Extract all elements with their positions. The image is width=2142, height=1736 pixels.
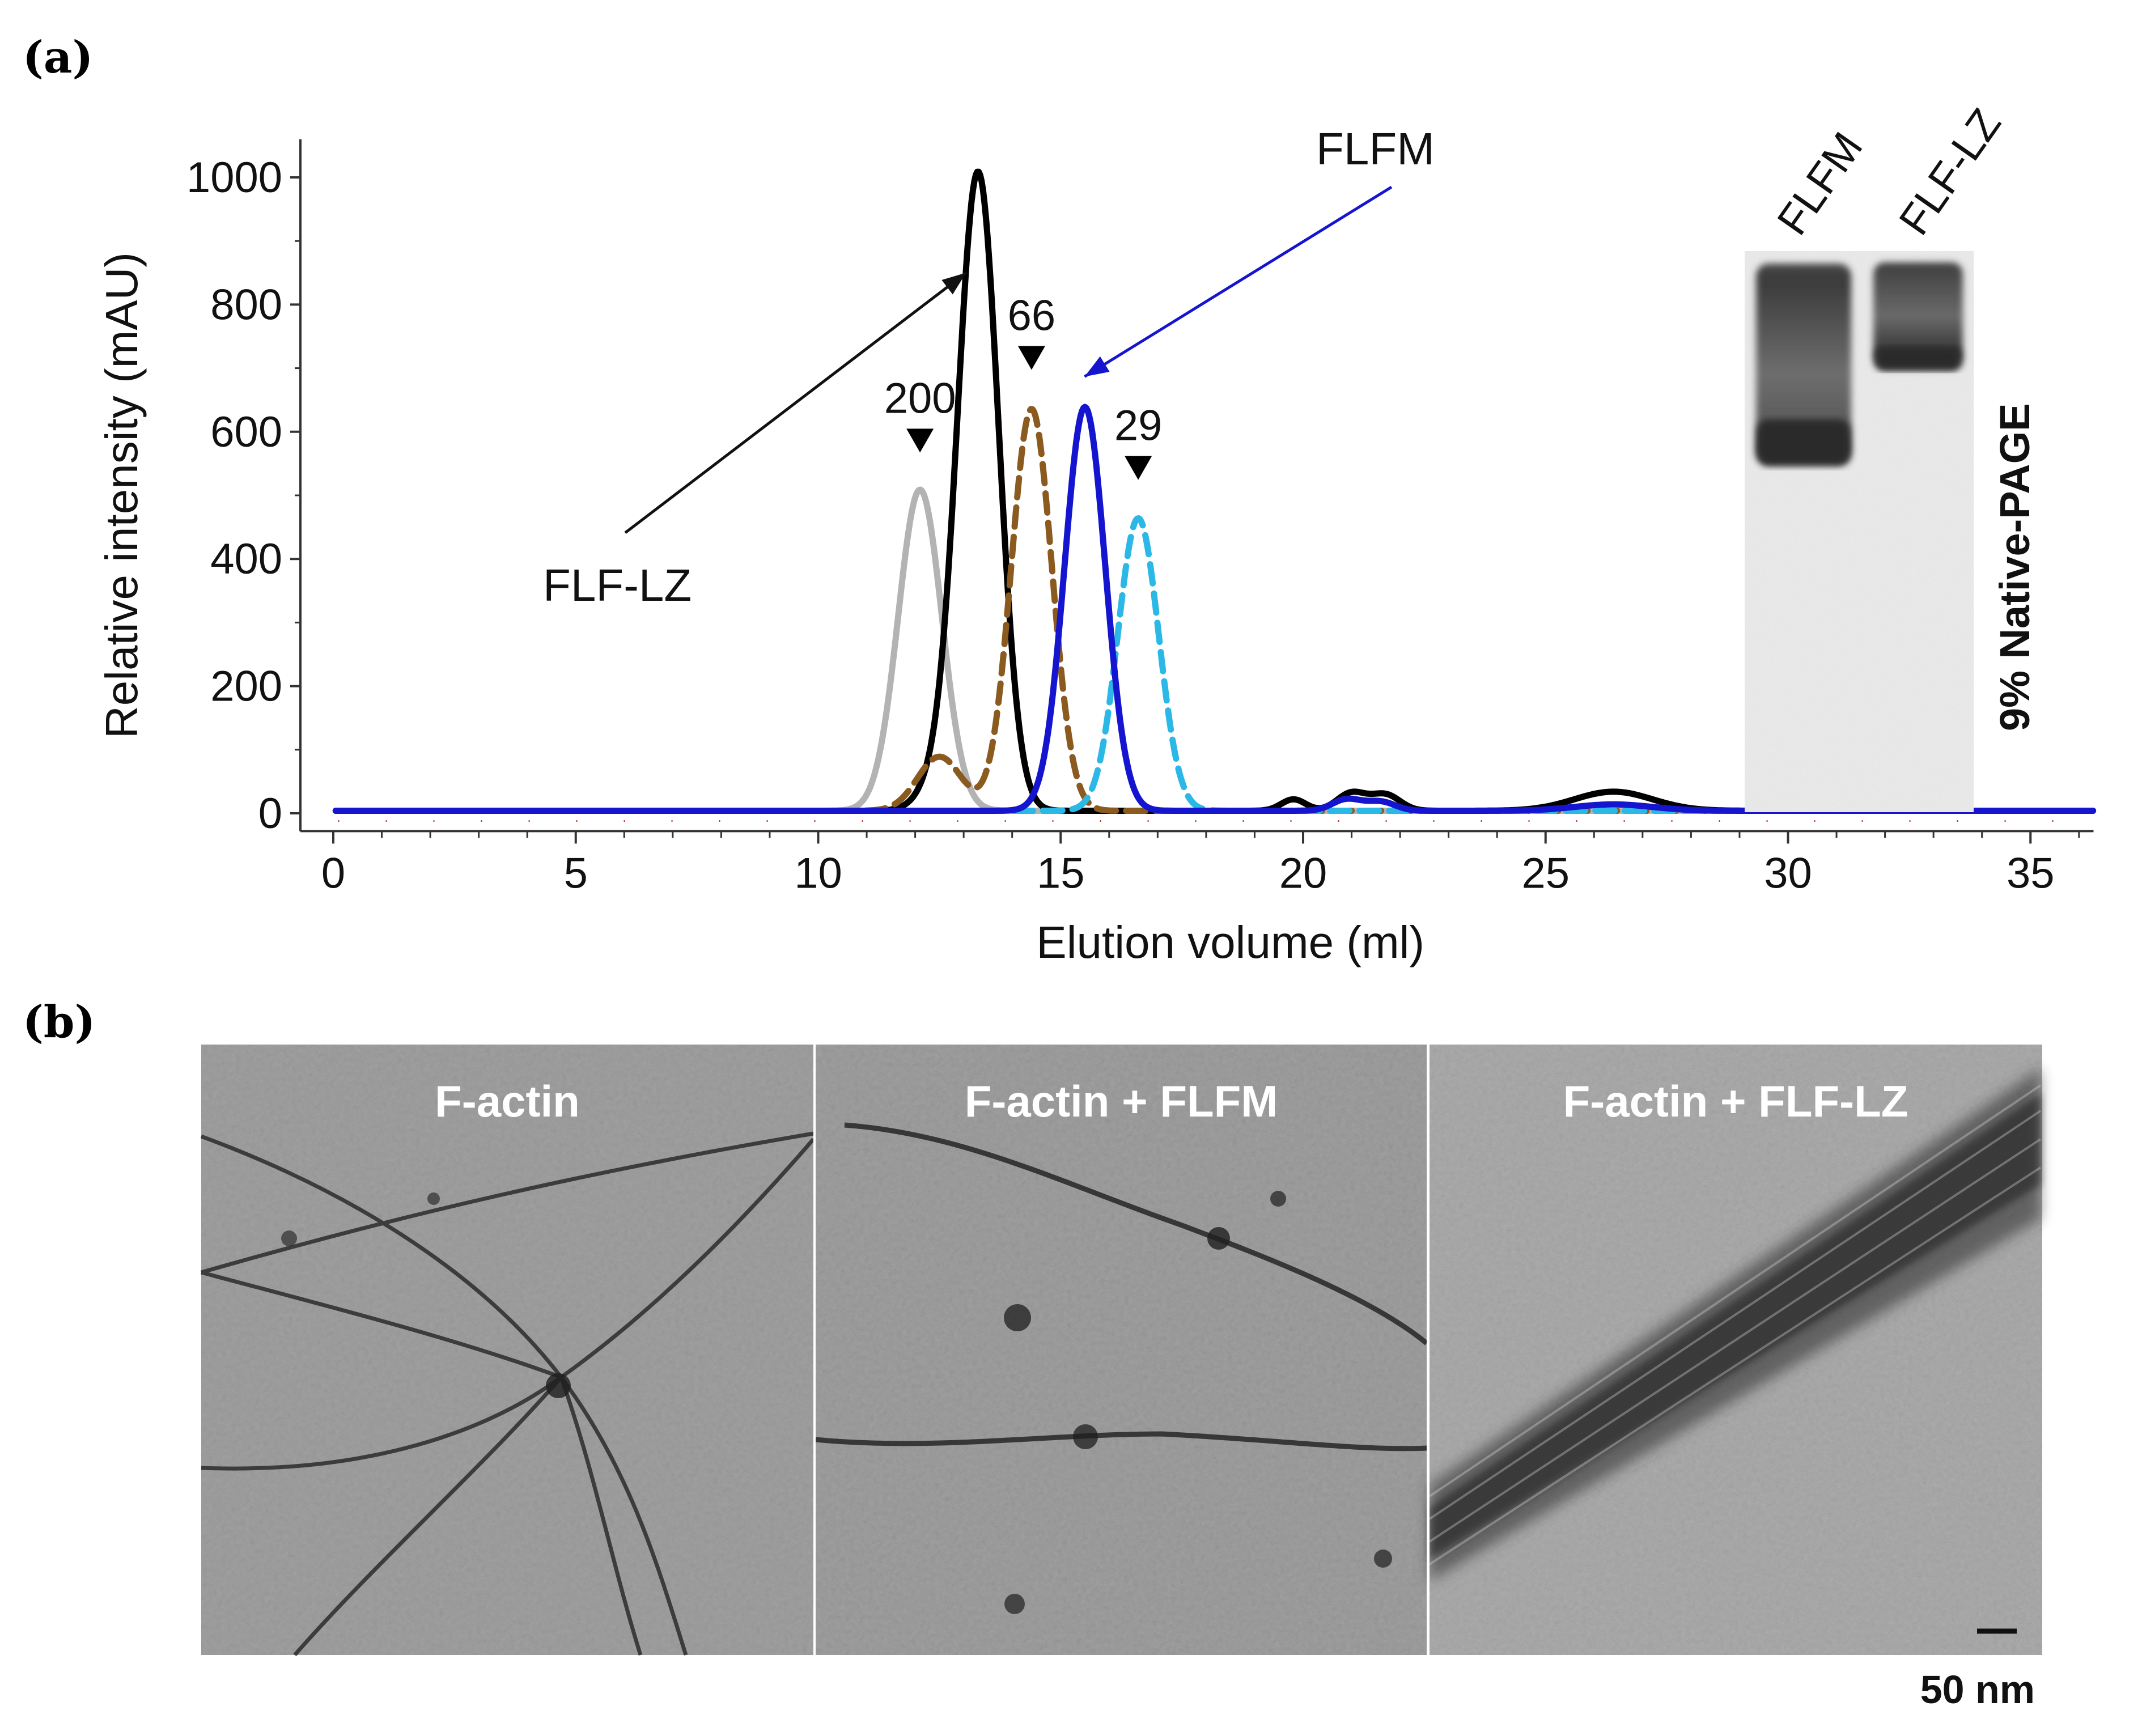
protein-particle (427, 1192, 440, 1205)
flfm-arrow-line (1084, 185, 1393, 378)
chart-markers: 200 66 29 (884, 292, 1163, 480)
flf-lz-arrow-head (941, 273, 966, 295)
protein-particle (1207, 1227, 1230, 1250)
mw-marker-triangle (1125, 456, 1152, 480)
gel-lane-label-flf-lz: FLF-LZ (1890, 100, 2010, 244)
annotation-flf-lz: FLF-LZ (543, 560, 692, 610)
tem-image-f-actin-flf-lz: F-actin + FLF-LZ (1428, 1045, 2042, 1655)
tem-title-f-actin: F-actin (435, 1076, 580, 1126)
tem-title-f-actin-flf-lz: F-actin + FLF-LZ (1563, 1076, 1908, 1126)
mw-marker-triangle (1017, 346, 1045, 370)
y-axis-title: Relative intensity (mAU) (96, 252, 147, 738)
protein-particle (1004, 1304, 1031, 1331)
flfm-arrow-head (1084, 356, 1110, 377)
protein-particle (1270, 1191, 1286, 1207)
protein-particle (1004, 1594, 1025, 1614)
y-tick-label: 1000 (186, 154, 282, 202)
protein-particle (546, 1373, 571, 1398)
protein-particle (1073, 1424, 1098, 1449)
y-tick-label: 800 (210, 281, 282, 329)
x-tick-label: 35 (2007, 849, 2055, 897)
panel-a-label: (a) (23, 32, 93, 83)
gel-lane-label-flfm: FLFM (1768, 124, 1872, 243)
annotation-flfm: FLFM (1316, 124, 1435, 174)
tem-title-f-actin-flfm: F-actin + FLFM (965, 1076, 1278, 1126)
chart-annotations: FLF-LZ FLFM (543, 124, 1435, 610)
x-tick-label: 20 (1279, 849, 1327, 897)
tem-image-f-actin-flfm: F-actin + FLFM (815, 1045, 1428, 1655)
panel-b-label: (b) (23, 996, 95, 1048)
protein-particle (281, 1230, 297, 1246)
x-tick-label: 25 (1521, 849, 1570, 897)
x-tick-label: 10 (794, 849, 842, 897)
x-axis-title: Elution volume (ml) (1036, 917, 1424, 967)
protein-particle (1374, 1550, 1392, 1568)
mw-marker-label: 66 (1008, 292, 1056, 340)
gel-lane-flf-lz (1873, 262, 1963, 371)
gel-side-label: 9% Native-PAGE (1991, 404, 2038, 732)
tem-micrographs: F-actin F-actin + FLFM (200, 1045, 2042, 1712)
y-tick-label: 600 (210, 408, 282, 456)
y-tick-label: 200 (210, 663, 282, 711)
x-tick-label: 0 (321, 849, 345, 897)
native-page-gel: FLFM FLF-LZ 9% Native-PAGE (1745, 100, 2038, 812)
mw-marker-triangle (906, 428, 934, 453)
mw-marker-label: 29 (1114, 402, 1163, 450)
x-tick-label: 5 (564, 849, 588, 897)
scale-bar-label: 50 nm (1920, 1667, 2035, 1712)
flf-lz-arrow-line (624, 271, 967, 534)
chromatogram-chart: 0 200 400 600 800 1000 0 5 10 15 20 25 30 35 Elution v… (96, 124, 2097, 967)
filament-bundle (1428, 1068, 2042, 1581)
y-tick-label: 0 (258, 790, 282, 838)
decorated-filaments (815, 1122, 1428, 1451)
chart-axes: 0 200 400 600 800 1000 0 5 10 15 20 25 30 35 Elution v… (96, 139, 2094, 967)
gel-lane-flfm (1756, 264, 1851, 466)
image-divider (1427, 1045, 1430, 1655)
x-tick-label: 15 (1037, 849, 1085, 897)
image-divider (813, 1045, 816, 1655)
tem-image-f-actin: F-actin (200, 1045, 815, 1657)
mw-marker-label: 200 (884, 374, 956, 422)
x-tick-label: 30 (1764, 849, 1812, 897)
y-tick-label: 400 (210, 535, 282, 583)
